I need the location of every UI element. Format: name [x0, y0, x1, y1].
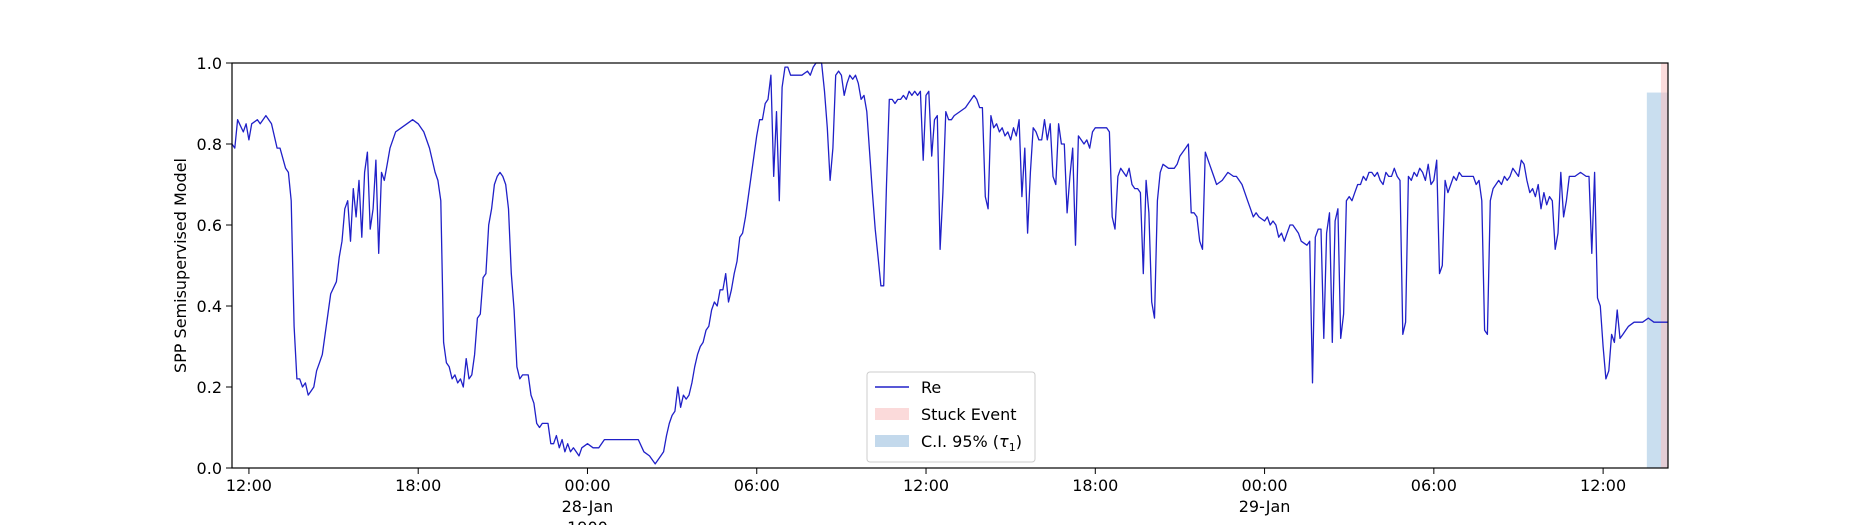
plot-frame: [231, 62, 1669, 469]
x-tick-label: 29-Jan: [1239, 497, 1291, 516]
x-tick-label: 12:00: [226, 476, 272, 495]
x-axis: 12:00 18:00 00:00 28-Jan 1900 06:00 12:00 18:00…: [226, 468, 1626, 525]
legend-patch-swatch: [875, 408, 909, 420]
legend-label: Stuck Event: [921, 405, 1017, 424]
legend: Re Stuck Event C.I. 95% (τ1): [866, 371, 1036, 463]
x-tick-label: 12:00: [903, 476, 949, 495]
y-tick-label: 0.4: [197, 297, 222, 316]
y-tick-label: 0.8: [197, 135, 222, 154]
spans-layer: [1646, 63, 1668, 468]
series-layer: [231, 62, 1668, 465]
x-tick-label: 28-Jan: [562, 497, 614, 516]
y-tick-label: 0.6: [197, 216, 222, 235]
x-tick-label: 1900: [567, 518, 608, 525]
legend-label: Re: [921, 378, 941, 397]
y-axis: 0.0 0.2 0.4 0.6 0.8 1.0: [197, 54, 232, 478]
x-tick-label: 18:00: [395, 476, 441, 495]
x-tick-label: 18:00: [1072, 476, 1118, 495]
x-tick-label: 06:00: [734, 476, 780, 495]
x-tick-label: 12:00: [1580, 476, 1626, 495]
y-tick-label: 0.0: [197, 459, 222, 478]
y-axis-label: SPP Semisupervised Model: [171, 158, 190, 373]
series-line-re: [231, 62, 1668, 465]
y-tick-label: 0.2: [197, 378, 222, 397]
legend-patch-swatch: [875, 435, 909, 447]
x-tick-label: 06:00: [1411, 476, 1457, 495]
span-stuck-event: [1660, 63, 1668, 468]
x-tick-label: 00:00: [564, 476, 610, 495]
y-tick-label: 1.0: [197, 54, 222, 73]
legend-label: C.I. 95% (τ1): [921, 432, 1022, 454]
x-tick-label: 00:00: [1242, 476, 1288, 495]
